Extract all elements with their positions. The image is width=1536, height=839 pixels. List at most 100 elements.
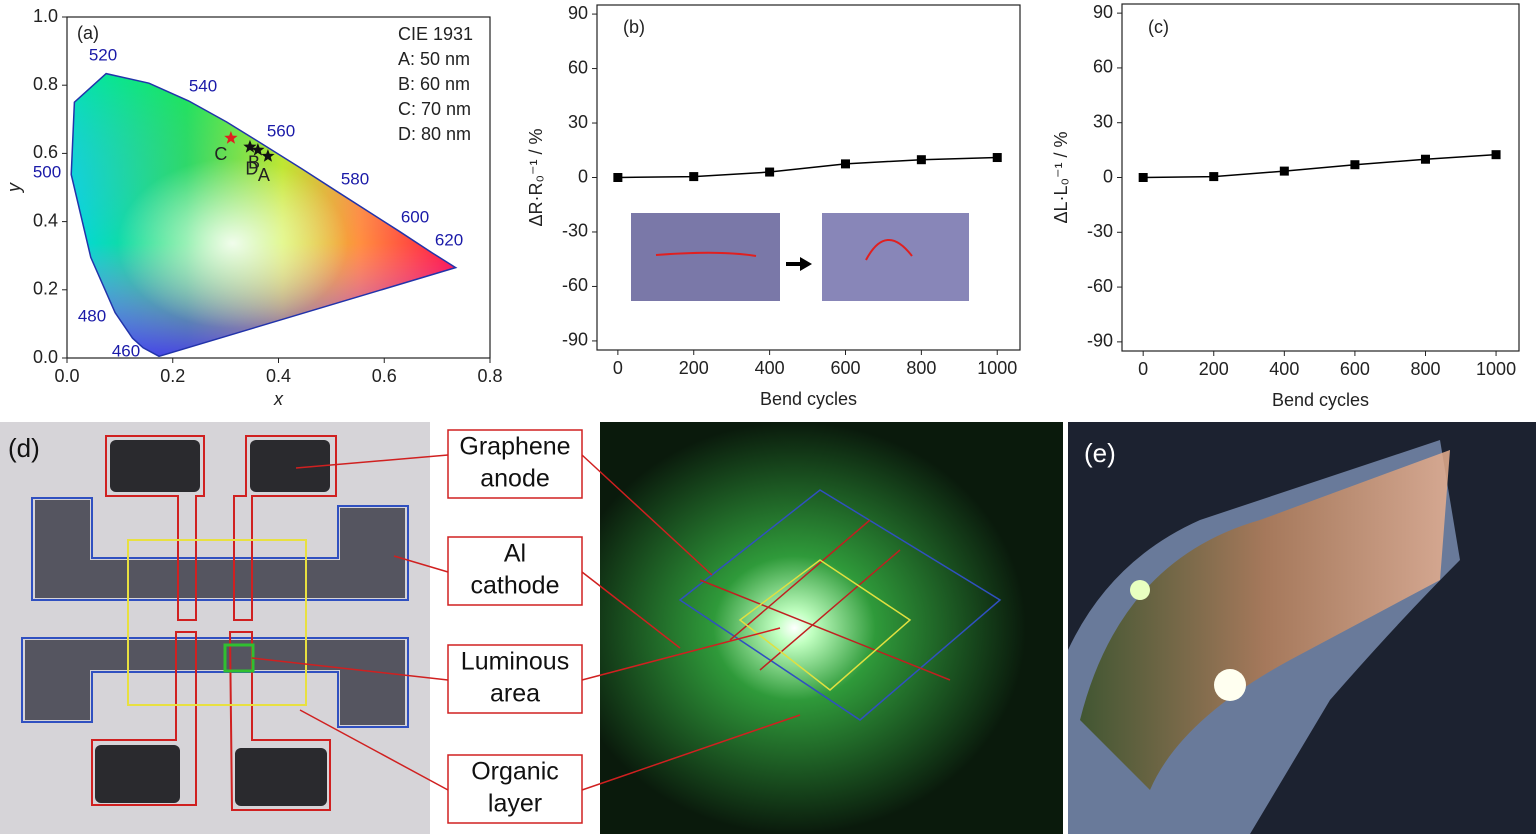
panel-label: (a) <box>77 23 99 43</box>
x-tick-label: 800 <box>906 358 936 378</box>
panel-label: (b) <box>623 17 645 37</box>
callout-text: anode <box>480 465 550 493</box>
data-point <box>992 153 1002 163</box>
luminous-spot <box>1130 580 1150 600</box>
x-tick-label: 0.4 <box>266 366 291 386</box>
x-tick-label: 0.0 <box>54 366 79 386</box>
y-tick-label: -90 <box>1087 331 1113 351</box>
data-point <box>1209 172 1219 182</box>
data-line <box>617 156 998 179</box>
annotation: A: 50 nm <box>398 49 470 69</box>
x-tick-label: 600 <box>1340 359 1370 379</box>
star-point <box>224 131 238 144</box>
callout-box <box>447 536 583 606</box>
data-point <box>1279 166 1289 176</box>
panel-label: (c) <box>1148 17 1169 37</box>
data-line <box>1143 153 1497 179</box>
panel-label: (e) <box>1084 438 1116 468</box>
wavelength-label: 480 <box>78 306 106 325</box>
y-tick-label: 30 <box>1093 111 1113 131</box>
x-axis-label: Bend cycles <box>760 389 857 409</box>
x-tick-label: 200 <box>1199 359 1229 379</box>
point-label: B <box>248 153 260 173</box>
x-tick-label: 400 <box>755 358 785 378</box>
inset-curve <box>655 251 757 257</box>
arrow <box>786 257 812 271</box>
x-tick-label: 800 <box>1410 359 1440 379</box>
annotation: C: 70 nm <box>398 99 471 119</box>
x-tick-label: 0.6 <box>372 366 397 386</box>
callout-box <box>447 644 583 714</box>
y-tick-label: 0.8 <box>33 74 58 94</box>
y-tick-label: -30 <box>1087 221 1113 241</box>
x-axis-label: Bend cycles <box>1272 390 1369 410</box>
cie-layer <box>70 72 458 358</box>
data-point <box>1420 154 1430 164</box>
y-tick-label: 90 <box>568 3 588 23</box>
y-tick-label: 30 <box>568 112 588 132</box>
callouts: Graphene anode Al cathode Luminous area Organi… <box>447 429 583 824</box>
y-tick-label: -60 <box>1087 276 1113 296</box>
x-tick-label: 1000 <box>1476 359 1516 379</box>
callout-text: area <box>490 680 540 708</box>
wavelength-label: 520 <box>89 45 117 64</box>
y-tick-label: 90 <box>1093 2 1113 22</box>
data-point <box>689 172 699 182</box>
x-tick-label: 600 <box>830 358 860 378</box>
y-axis-label: ΔL·L₀⁻¹ / % <box>1051 131 1071 223</box>
x-tick-label: 0.8 <box>477 366 502 386</box>
y-tick-label: 60 <box>1093 57 1113 77</box>
annotation: CIE 1931 <box>398 24 473 44</box>
photo-d <box>0 422 430 834</box>
data-point <box>840 159 850 169</box>
point-label: A <box>258 165 270 185</box>
annotation: D: 80 nm <box>398 124 471 144</box>
data-point <box>1138 173 1148 182</box>
callout-text: Luminous <box>461 648 569 676</box>
callout-text: Organic <box>471 758 559 786</box>
x-tick-label: 0 <box>613 358 623 378</box>
wavelength-label: 560 <box>267 121 295 140</box>
star-point <box>251 142 265 156</box>
inset-curve <box>865 239 913 261</box>
star-point <box>261 149 275 162</box>
data-point <box>765 167 775 177</box>
cie-gamut <box>71 73 456 357</box>
y-tick-label: -60 <box>562 275 588 295</box>
x-tick-label: 0 <box>1138 359 1148 379</box>
x-tick-label: 1000 <box>977 358 1017 378</box>
y-axis-label: y <box>4 182 24 194</box>
y-axis-label: ΔR·R₀⁻¹ / % <box>526 129 546 227</box>
y-tick-label: 0.0 <box>33 347 58 367</box>
spectral-locus <box>70 72 458 358</box>
star-point <box>243 139 257 153</box>
wavelength-label: 460 <box>112 341 140 360</box>
callout-text: Graphene <box>459 433 570 461</box>
annotation: B: 60 nm <box>398 74 470 94</box>
data-point <box>1350 160 1360 170</box>
data-point <box>613 173 623 182</box>
y-tick-label: 0.2 <box>33 279 58 299</box>
x-tick-label: 200 <box>679 358 709 378</box>
callout-text: layer <box>488 790 542 818</box>
y-tick-label: -30 <box>562 221 588 241</box>
panel-label: (d) <box>8 433 40 463</box>
device-outlines <box>678 489 1002 721</box>
data-point <box>916 155 926 165</box>
point-label: D <box>245 159 258 179</box>
x-tick-label: 400 <box>1269 359 1299 379</box>
callout-text: Al <box>504 540 526 568</box>
wavelength-label: 500 <box>33 162 61 181</box>
luminous-spot <box>1214 669 1246 701</box>
leader-lines <box>251 454 801 791</box>
y-tick-label: 0 <box>578 166 588 186</box>
wavelength-label: 620 <box>435 230 463 249</box>
y-tick-label: 0.4 <box>33 210 58 230</box>
point-label: C <box>214 144 227 164</box>
callout-box <box>447 429 583 499</box>
inset-photo <box>631 213 780 301</box>
y-tick-label: 0.6 <box>33 142 58 162</box>
y-tick-label: 1.0 <box>33 6 58 26</box>
callout-box <box>447 754 583 824</box>
y-tick-label: 60 <box>568 57 588 77</box>
